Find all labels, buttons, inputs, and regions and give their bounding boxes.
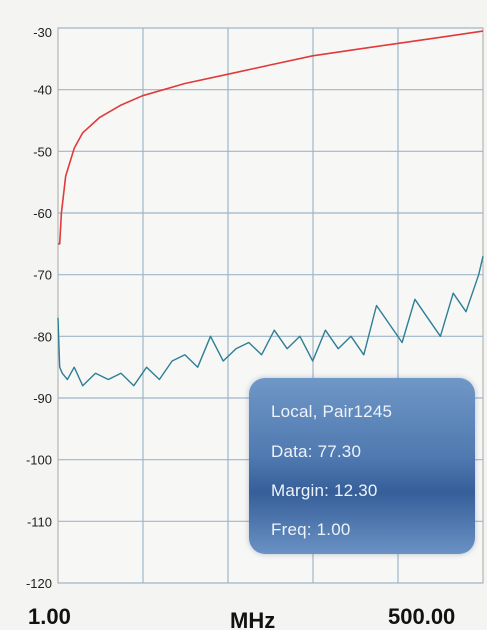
- marker-info-panel: Local, Pair1245 Data: 77.30 Margin: 12.3…: [249, 378, 475, 554]
- info-data-row: Data: 77.30: [271, 442, 361, 462]
- info-freq-row: Freq: 1.00: [271, 520, 351, 540]
- data-series: [57, 30, 484, 387]
- info-margin-row: Margin: 12.30: [271, 481, 378, 501]
- y-tick-label: -40: [33, 83, 52, 98]
- info-title: Local, Pair1245: [271, 402, 393, 421]
- limit-line: [58, 30, 484, 245]
- info-freq-value: 1.00: [316, 520, 351, 539]
- x-axis-unit-label: MHz: [230, 608, 275, 630]
- y-tick-label: -60: [33, 206, 52, 221]
- info-data-label: Data:: [271, 442, 313, 461]
- measured-line: [57, 256, 484, 387]
- y-tick-label: -90: [33, 391, 52, 406]
- y-tick-label: -110: [27, 514, 52, 529]
- y-tick-label: -100: [26, 453, 52, 468]
- y-tick-label: -70: [33, 268, 52, 283]
- y-tick-label: -120: [26, 576, 52, 591]
- y-axis-ticks: -30 -40 -50 -60 -70 -80 -90 -100 -110 -120: [26, 25, 52, 591]
- info-margin-value: 12.30: [334, 481, 378, 500]
- info-margin-label: Margin:: [271, 481, 330, 500]
- y-tick-label: -50: [33, 144, 52, 159]
- info-freq-label: Freq:: [271, 520, 312, 539]
- x-axis-max-label: 500.00: [388, 604, 455, 629]
- y-tick-label: -30: [33, 25, 52, 40]
- y-tick-label: -80: [33, 329, 52, 344]
- x-axis-min-label: 1.00: [28, 604, 71, 629]
- info-data-value: 77.30: [317, 442, 362, 461]
